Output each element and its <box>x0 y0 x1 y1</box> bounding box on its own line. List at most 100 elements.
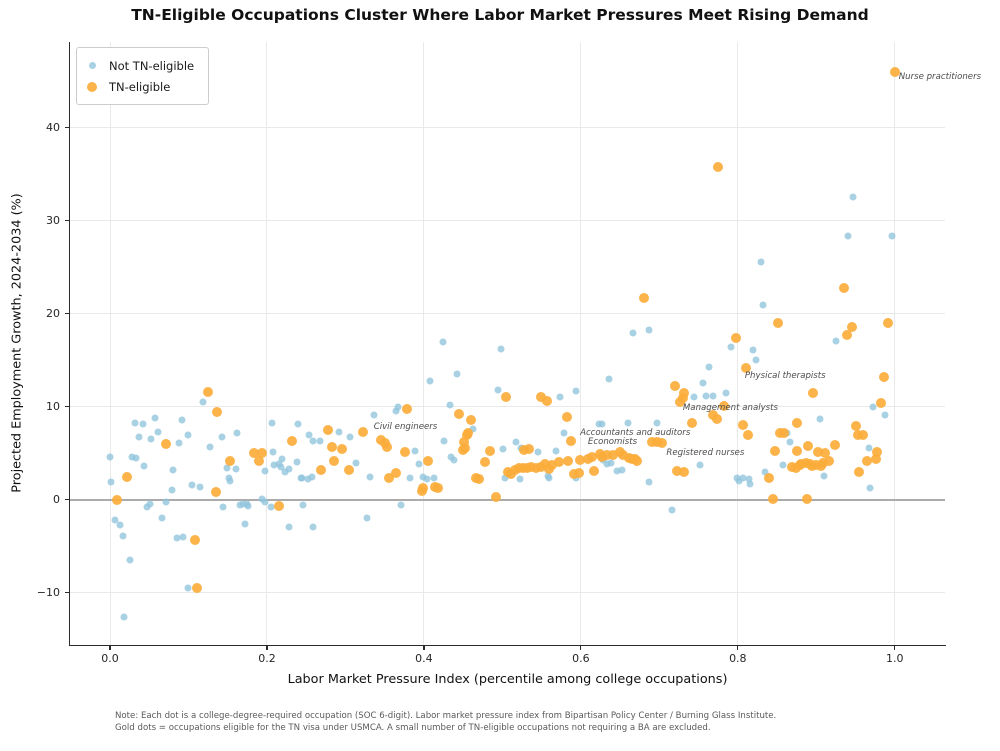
data-point-tn-eligible <box>830 439 841 450</box>
data-point-tn-eligible <box>875 398 886 409</box>
data-point-not-tn-eligible <box>206 443 214 451</box>
data-point-not-tn-eligible <box>366 473 374 481</box>
legend-swatch-gold-icon <box>87 81 97 92</box>
data-point-not-tn-eligible <box>184 431 192 439</box>
data-point-tn-eligible <box>731 332 742 343</box>
x-axis-spine <box>69 645 946 647</box>
y-tick-label: 20 <box>46 307 60 321</box>
data-point-not-tn-eligible <box>705 363 713 371</box>
data-point-not-tn-eligible <box>832 337 840 345</box>
data-point-tn-eligible <box>480 456 491 467</box>
data-point-tn-eligible <box>192 583 203 594</box>
y-tick-mark <box>65 313 69 315</box>
data-point-tn-eligible <box>812 447 823 458</box>
data-point-not-tn-eligible <box>107 478 115 486</box>
footnote: Note: Each dot is a college-degree-requi… <box>115 711 776 734</box>
data-point-not-tn-eligible <box>426 377 434 385</box>
annotation-label: Registered nurses <box>666 448 745 459</box>
legend-label: TN-eligible <box>109 79 171 94</box>
x-tick-label: 0.2 <box>258 652 276 665</box>
data-point-not-tn-eligible <box>218 433 226 441</box>
data-point-not-tn-eligible <box>308 473 316 481</box>
data-point-tn-eligible <box>535 391 546 402</box>
data-point-not-tn-eligible <box>613 467 621 475</box>
data-point-tn-eligible <box>713 161 724 172</box>
x-axis-label: Labor Market Pressure Index (percentile … <box>287 672 728 687</box>
data-point-not-tn-eligible <box>759 301 767 309</box>
gridline <box>70 220 945 222</box>
data-point-not-tn-eligible <box>607 459 615 467</box>
data-point-tn-eligible <box>565 436 576 447</box>
data-point-tn-eligible <box>160 439 171 449</box>
data-point-not-tn-eligible <box>309 523 317 531</box>
data-point-tn-eligible <box>316 465 327 476</box>
x-tick-mark <box>580 646 582 650</box>
data-point-not-tn-eligible <box>430 474 438 481</box>
data-point-not-tn-eligible <box>446 401 454 409</box>
data-point-tn-eligible <box>678 466 689 477</box>
data-point-not-tn-eligible <box>727 343 735 351</box>
y-tick-mark <box>65 592 69 594</box>
data-point-tn-eligible <box>112 494 123 505</box>
data-point-tn-eligible <box>589 465 600 476</box>
data-point-not-tn-eligible <box>605 375 613 383</box>
data-point-not-tn-eligible <box>111 516 119 524</box>
data-point-not-tn-eligible <box>184 584 192 592</box>
gridline <box>423 42 425 645</box>
data-point-not-tn-eligible <box>232 465 240 473</box>
data-point-tn-eligible <box>638 292 649 303</box>
data-point-not-tn-eligible <box>277 463 285 471</box>
data-point-tn-eligible <box>889 66 900 77</box>
y-tick-label: 40 <box>46 121 60 135</box>
data-point-tn-eligible <box>491 492 502 503</box>
data-point-not-tn-eligible <box>653 419 661 427</box>
data-point-tn-eligible <box>459 442 470 453</box>
data-point-tn-eligible <box>458 437 469 448</box>
data-point-not-tn-eligible <box>298 474 306 481</box>
annotation-label: Accountants and auditors <box>580 427 691 438</box>
data-point-tn-eligible <box>573 467 584 478</box>
data-point-not-tn-eligible <box>261 498 269 506</box>
data-point-not-tn-eligible <box>690 393 698 401</box>
data-point-not-tn-eligible <box>865 444 873 452</box>
data-point-not-tn-eligible <box>866 484 874 492</box>
data-point-tn-eligible <box>618 450 629 461</box>
data-point-tn-eligible <box>473 474 484 485</box>
data-point-not-tn-eligible <box>316 437 324 445</box>
legend: Not TN-eligible TN-eligible <box>76 47 210 105</box>
data-point-tn-eligible <box>433 482 444 493</box>
legend-item-tn-eligible: TN-eligible <box>87 76 194 97</box>
data-point-tn-eligible <box>329 455 340 466</box>
data-point-tn-eligible <box>802 440 813 451</box>
data-point-tn-eligible <box>657 438 668 449</box>
data-point-not-tn-eligible <box>178 416 186 424</box>
data-point-tn-eligible <box>586 452 597 463</box>
data-point-not-tn-eligible <box>131 419 139 427</box>
data-point-not-tn-eligible <box>394 403 402 411</box>
gridline <box>70 592 945 594</box>
data-point-not-tn-eligible <box>168 486 176 494</box>
data-point-not-tn-eligible <box>709 392 717 400</box>
data-point-not-tn-eligible <box>392 407 400 414</box>
data-point-not-tn-eligible <box>294 420 302 428</box>
data-point-tn-eligible <box>343 465 354 476</box>
data-point-not-tn-eligible <box>560 429 568 437</box>
x-tick-label: 0.0 <box>101 652 119 665</box>
data-point-tn-eligible <box>817 457 828 468</box>
x-tick-mark <box>109 646 111 650</box>
data-point-not-tn-eligible <box>199 398 207 406</box>
data-point-not-tn-eligible <box>699 379 706 387</box>
y-tick-mark <box>65 127 69 129</box>
annotation-label: Economists <box>587 437 638 448</box>
data-point-not-tn-eligible <box>352 459 360 467</box>
data-point-not-tn-eligible <box>175 439 183 447</box>
data-point-tn-eligible <box>601 450 612 461</box>
data-point-not-tn-eligible <box>278 455 286 463</box>
data-point-not-tn-eligible <box>494 386 502 394</box>
data-point-tn-eligible <box>792 417 803 428</box>
footnote-line-1: Note: Each dot is a college-degree-requi… <box>115 711 777 721</box>
data-point-not-tn-eligible <box>151 414 159 422</box>
data-point-not-tn-eligible <box>299 501 307 509</box>
annotation-label: Nurse practitioners <box>898 72 982 83</box>
